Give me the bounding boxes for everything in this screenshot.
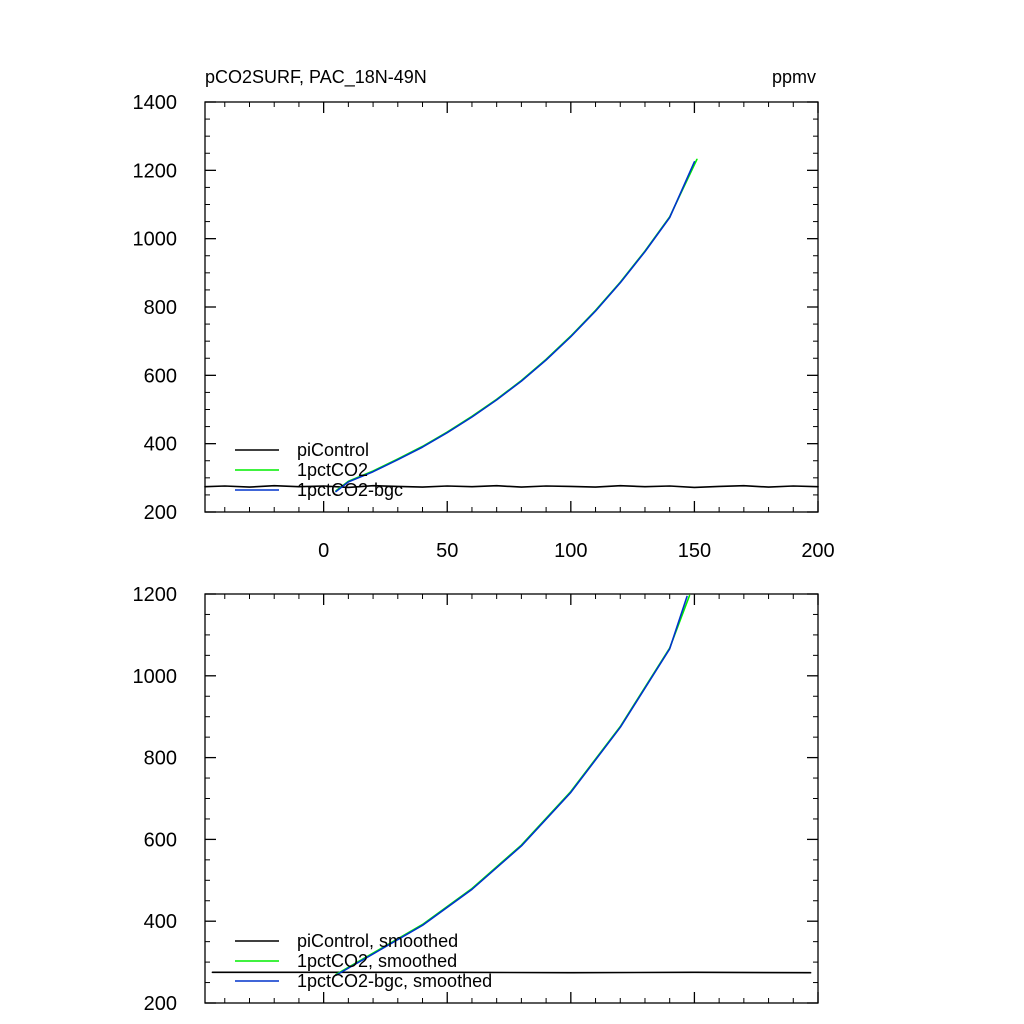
y-tick-label: 1000 bbox=[133, 229, 178, 251]
x-tick-label: 100 bbox=[554, 540, 587, 562]
units-label: ppmv bbox=[772, 67, 816, 87]
top-panel: 0 50 100 150 200 200 400 600 800 1000 1200 1400 pCO2… bbox=[133, 67, 835, 562]
series-line bbox=[335, 594, 691, 976]
y-tick-label: 400 bbox=[144, 434, 177, 456]
y-tick-label: 200 bbox=[144, 502, 177, 524]
y-tick-label: 1200 bbox=[133, 160, 178, 182]
x-tick-label: 150 bbox=[678, 540, 711, 562]
y-tick-label: 1000 bbox=[133, 666, 178, 688]
legend-label: piControl, smoothed bbox=[297, 931, 458, 951]
y-tick-label: 600 bbox=[144, 365, 177, 387]
x-tick-label: 0 bbox=[318, 540, 329, 562]
chart-title: pCO2SURF, PAC_18N-49N bbox=[205, 67, 427, 88]
y-tick-label: 800 bbox=[144, 297, 177, 319]
series-line bbox=[335, 595, 688, 977]
y-tick-label: 1200 bbox=[133, 584, 178, 606]
x-tick-label: 200 bbox=[801, 540, 834, 562]
series-line bbox=[204, 484, 819, 489]
legend-label: 1pctCO2 bbox=[297, 460, 368, 480]
y-tick-label: 1400 bbox=[133, 92, 178, 114]
y-tick-label: 200 bbox=[144, 993, 177, 1015]
legend-label: piControl bbox=[297, 440, 369, 460]
legend-label: 1pctCO2-bgc bbox=[297, 480, 403, 500]
legend-label: 1pctCO2-bgc, smoothed bbox=[297, 971, 492, 991]
series-line bbox=[335, 158, 698, 492]
y-tick-label: 400 bbox=[144, 911, 177, 933]
y-tick-label: 600 bbox=[144, 829, 177, 851]
series-line bbox=[335, 161, 696, 493]
legend-label: 1pctCO2, smoothed bbox=[297, 951, 457, 971]
y-tick-label: 800 bbox=[144, 748, 177, 770]
x-tick-label: 50 bbox=[436, 540, 458, 562]
